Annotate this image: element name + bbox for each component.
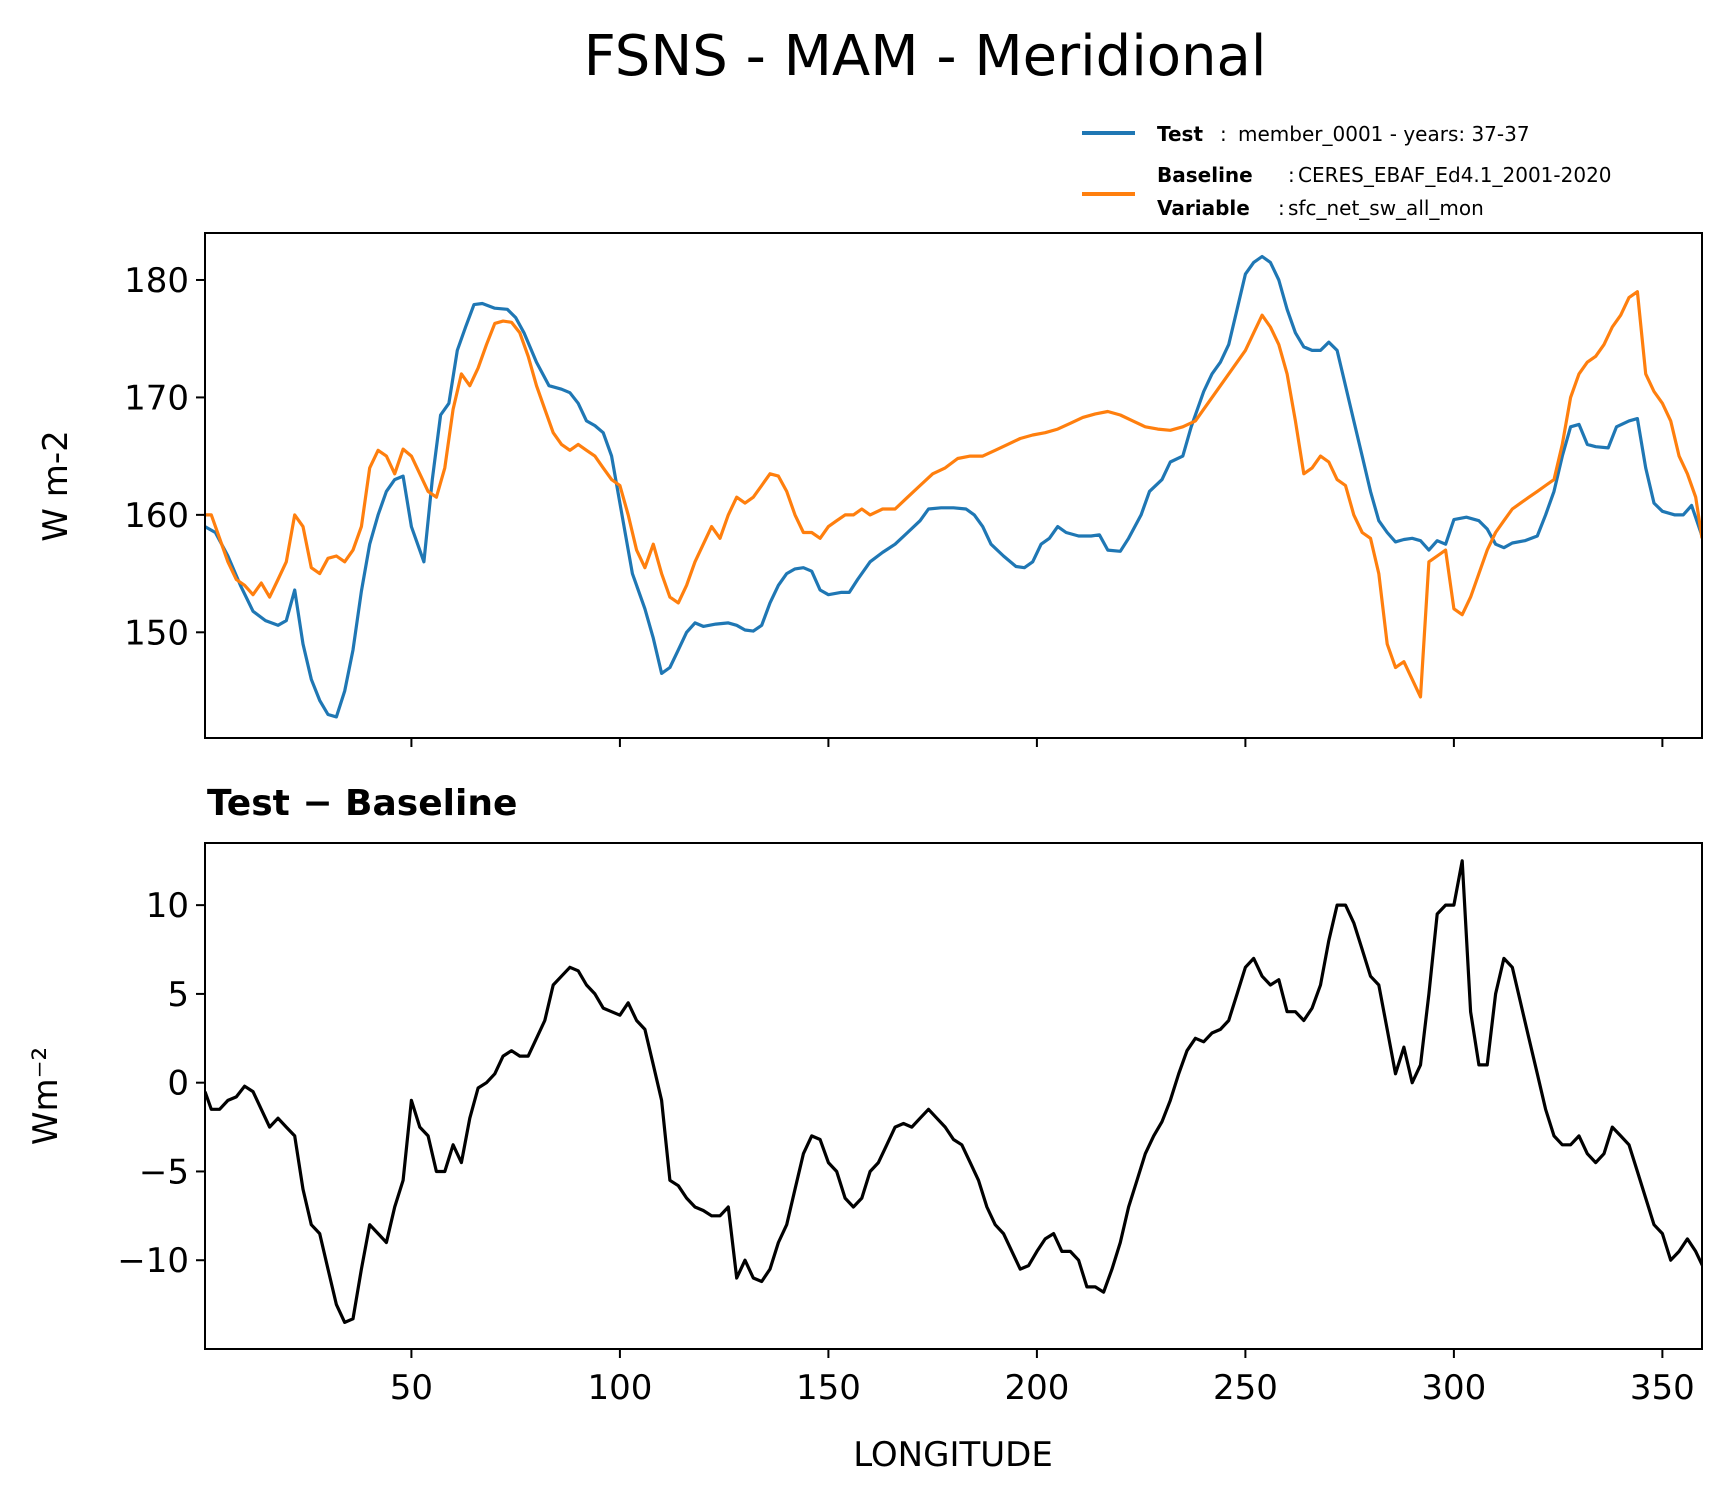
x-tick-label: 200 [1004,1368,1069,1408]
x-tick-label: 300 [1421,1368,1486,1408]
legend-variable-key: Variable [1157,196,1250,220]
x-tick-label: 250 [1213,1368,1278,1408]
top-y-ticks: 150 160 170 180 [124,261,205,653]
y-tick-label: 5 [167,975,189,1015]
y-tick-label: 10 [146,886,189,926]
series-line-test-baseline [205,859,1702,1324]
y-tick-label: 180 [124,261,189,301]
bottom-series [205,859,1702,1324]
y-tick-label: −5 [139,1152,189,1192]
y-tick-label: 170 [124,378,189,418]
legend-test-text: member_0001 - years: 37-37 [1238,122,1530,146]
bottom-panel-title: Test − Baseline [207,783,517,824]
x-tick-label: 350 [1630,1368,1695,1408]
bottom-y-ticks: −10 −5 0 5 10 [117,886,205,1281]
chart-title: FSNS - MAM - Meridional [584,24,1267,89]
x-tick-label: 150 [796,1368,861,1408]
bottom-y-axis-label: Wm⁻² [26,1047,66,1145]
legend-test-sep: : [1220,122,1227,146]
x-tick-label: 50 [390,1368,433,1408]
series-line-baseline [205,290,1702,699]
legend-baseline-key: Baseline [1157,163,1253,187]
legend-variable-text: sfc_net_sw_all_mon [1288,196,1484,220]
y-tick-label: 150 [124,613,189,653]
series-line-test [205,254,1702,719]
top-series [205,254,1702,719]
top-x-ticks [410,738,1664,747]
y-tick-label: −10 [117,1241,189,1281]
y-tick-label: 0 [167,1064,189,1104]
x-tick-label: 100 [587,1368,652,1408]
bottom-x-ticks: 50 100 150 200 250 300 350 [390,1349,1695,1408]
bottom-panel: Test − Baseline −10 −5 0 5 10 50 100 150 200 250… [26,783,1703,1475]
legend: Test : member_0001 - years: 37-37 Baseli… [1082,122,1612,220]
top-panel: 150 160 170 180 W m-2 [36,232,1703,747]
legend-baseline-text: CERES_EBAF_Ed4.1_2001-2020 [1298,163,1612,187]
legend-test-key: Test [1157,122,1203,146]
top-plot-frame [204,232,1703,739]
x-axis-label: LONGITUDE [853,1435,1053,1475]
legend-variable-sep: : [1278,196,1285,220]
y-tick-label: 160 [124,496,189,536]
legend-baseline-sep: : [1288,163,1295,187]
bottom-plot-frame [204,842,1703,1350]
top-y-axis-label: W m-2 [36,430,76,541]
